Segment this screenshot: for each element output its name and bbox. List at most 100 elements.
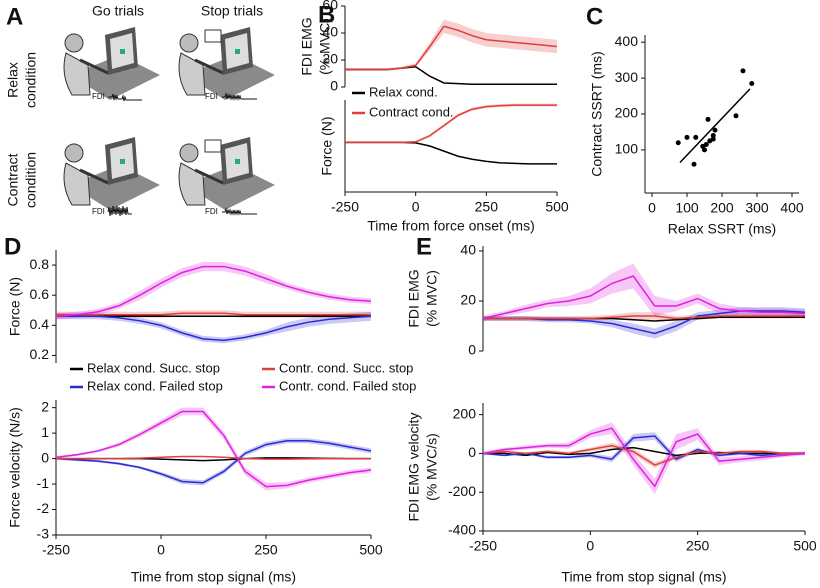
point <box>733 113 739 119</box>
stop-sign-box <box>204 139 222 153</box>
series-line <box>483 315 805 320</box>
y-tick-label: 0.4 <box>30 316 50 332</box>
x-tick-label: 400 <box>780 200 804 216</box>
y-tick-label: 20 <box>460 292 476 308</box>
x-tick-label: 500 <box>359 542 383 558</box>
x-tick-label: -250 <box>331 199 359 215</box>
y-tick-label: 200 <box>453 405 477 421</box>
legend-label: Relax cond. Succ. stop <box>87 360 220 375</box>
y-tick-label: -200 <box>448 483 476 499</box>
y-tick-label: 0.2 <box>30 346 50 362</box>
y-tick-label: -1 <box>37 475 50 491</box>
error-band <box>56 438 371 486</box>
point <box>705 116 711 122</box>
stop-sign-box <box>204 29 222 43</box>
point <box>703 142 709 148</box>
point <box>749 80 755 86</box>
panel-label: B <box>318 1 335 28</box>
column-title: Stop trials <box>201 3 263 19</box>
y-axis-label: (% MVC) <box>424 270 440 327</box>
point <box>702 147 707 153</box>
emg-trace <box>222 92 257 101</box>
point <box>740 68 746 74</box>
series-line <box>56 312 371 316</box>
y-tick-label: 0.8 <box>30 256 50 272</box>
series-line <box>345 104 557 144</box>
arm <box>79 58 109 75</box>
x-tick-label: 200 <box>710 200 734 216</box>
fit-line <box>679 88 751 163</box>
column-title: Go trials <box>92 3 144 19</box>
emg-trace <box>108 93 142 102</box>
y-tick-label: 0 <box>330 78 338 94</box>
series-line <box>55 410 372 488</box>
series-line <box>482 435 805 461</box>
y-tick-label: -2 <box>37 500 50 516</box>
x-tick-label: -250 <box>469 538 497 554</box>
x-tick-label: 0 <box>586 538 594 554</box>
x-tick-label: 0 <box>648 200 656 216</box>
series-line <box>482 427 806 488</box>
point <box>710 136 716 142</box>
error-band <box>483 307 805 339</box>
head <box>64 33 84 53</box>
emg-label: FDI <box>92 92 105 101</box>
scene-copy <box>177 25 277 102</box>
legend-label: Contr. cond. Succ. stop <box>279 360 413 375</box>
error-band <box>483 442 805 468</box>
x-axis-label: Time from force onset (ms) <box>367 218 535 234</box>
y-tick-label: -3 <box>37 526 50 542</box>
error-band <box>345 19 557 71</box>
x-tick-label: -250 <box>42 542 70 558</box>
panel-label: C <box>586 3 603 30</box>
emg-label: FDI <box>92 207 105 216</box>
x-axis-label: Time from stop signal (ms) <box>131 569 296 585</box>
series-line <box>483 446 805 457</box>
x-tick-label: 250 <box>686 538 710 554</box>
scene-copy <box>177 135 277 212</box>
legend-label: Relax cond. <box>369 84 438 99</box>
y-tick-label: 40 <box>322 24 338 40</box>
y-axis-label: Force (N) <box>7 277 23 336</box>
panel-a: A Go trials Stop trials Relax condition … <box>5 3 277 217</box>
point <box>691 161 697 167</box>
series-line <box>482 275 806 320</box>
error-band <box>483 422 805 495</box>
point <box>675 140 681 146</box>
y-tick-label: 100 <box>615 141 639 157</box>
series-line <box>55 265 372 318</box>
emg-trace <box>107 205 132 217</box>
y-tick-label: 40 <box>460 242 476 258</box>
x-tick-label: 250 <box>254 542 278 558</box>
body <box>63 52 91 96</box>
y-axis-label: FDI EMG <box>299 17 315 75</box>
x-tick-label: 300 <box>745 200 769 216</box>
panel-label: D <box>4 233 21 260</box>
y-tick-label: 400 <box>615 33 639 49</box>
y-axis-label: FDI EMG <box>406 269 422 327</box>
y-tick-label: 0.6 <box>30 286 50 302</box>
y-tick-label: 2 <box>41 398 49 414</box>
x-tick-label: 250 <box>475 199 499 215</box>
y-axis-label: Force (N) <box>319 116 335 175</box>
y-tick-label: 1 <box>41 424 49 440</box>
x-tick-label: 0 <box>157 542 165 558</box>
series-line <box>345 141 557 165</box>
panel-label: E <box>416 233 432 260</box>
row-title: Contract <box>5 153 21 206</box>
point <box>712 127 718 133</box>
panel-label: A <box>6 3 23 30</box>
emg-trace <box>222 207 257 216</box>
scene-illustration <box>63 27 160 100</box>
y-axis-label: (% MVC) <box>317 18 333 75</box>
x-axis-label: Time from stop signal (ms) <box>561 569 726 585</box>
x-axis-label: Relax SSRT (ms) <box>668 221 776 237</box>
series-line <box>56 455 371 460</box>
y-axis-label: (% MVC/s) <box>424 433 440 501</box>
series-line <box>482 444 805 466</box>
row-title: condition <box>23 152 39 208</box>
legend-label: Relax cond. Failed stop <box>87 378 223 393</box>
y-tick-label: 300 <box>615 69 639 85</box>
y-axis-label: FDI EMG velocity <box>406 413 422 522</box>
